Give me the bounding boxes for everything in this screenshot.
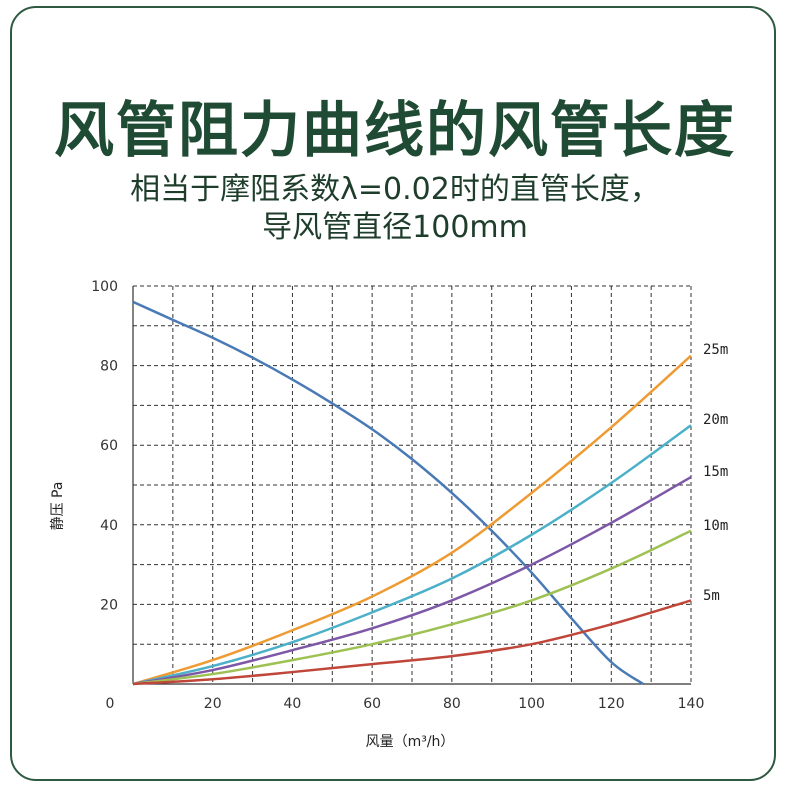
series-line-fan-curve (132, 300, 644, 686)
x-tick-label: 40 (284, 696, 302, 712)
series-line-20m (132, 424, 692, 686)
origin-tick-label: 0 (106, 696, 115, 712)
series-line-15m (132, 475, 692, 686)
x-tick-label: 80 (443, 696, 461, 712)
x-tick-label: 120 (598, 696, 625, 712)
x-tick-label: 20 (204, 696, 222, 712)
subtitle-line-2: 导风管直径100mm (262, 210, 528, 245)
series-line-10m (132, 529, 692, 686)
chart-grid (132, 285, 692, 685)
series-label-5m: 5m (703, 588, 720, 604)
x-tick-label: 140 (678, 696, 705, 712)
series-line-25m (132, 354, 692, 686)
series-label-10m: 10m (703, 518, 728, 534)
page-title: 风管阻力曲线的风管长度 (54, 96, 736, 166)
series-label-20m: 20m (703, 412, 728, 428)
y-tick-label: 20 (100, 597, 118, 613)
y-tick-label: 40 (100, 518, 118, 534)
subtitle-line-1: 相当于摩阻系数λ=0.02时的直管长度， (130, 172, 660, 207)
y-tick-label: 100 (91, 279, 118, 295)
chart-series (132, 300, 692, 686)
series-line-5m (132, 599, 692, 686)
y-tick-label: 80 (100, 359, 118, 375)
series-label-15m: 15m (703, 464, 728, 480)
series-label-25m: 25m (703, 342, 728, 358)
y-axis-label: 静压 Pa (50, 482, 66, 531)
x-tick-label: 60 (363, 696, 381, 712)
x-axis-label: 风量（m³/h） (366, 734, 455, 750)
x-tick-label: 100 (518, 696, 545, 712)
y-tick-label: 60 (100, 438, 118, 454)
chart-ticks: 20 40 60 80 100 120 140 0 20 40 60 80 100 25m 20m 15m 10… (91, 279, 728, 712)
card-frame (10, 6, 776, 781)
